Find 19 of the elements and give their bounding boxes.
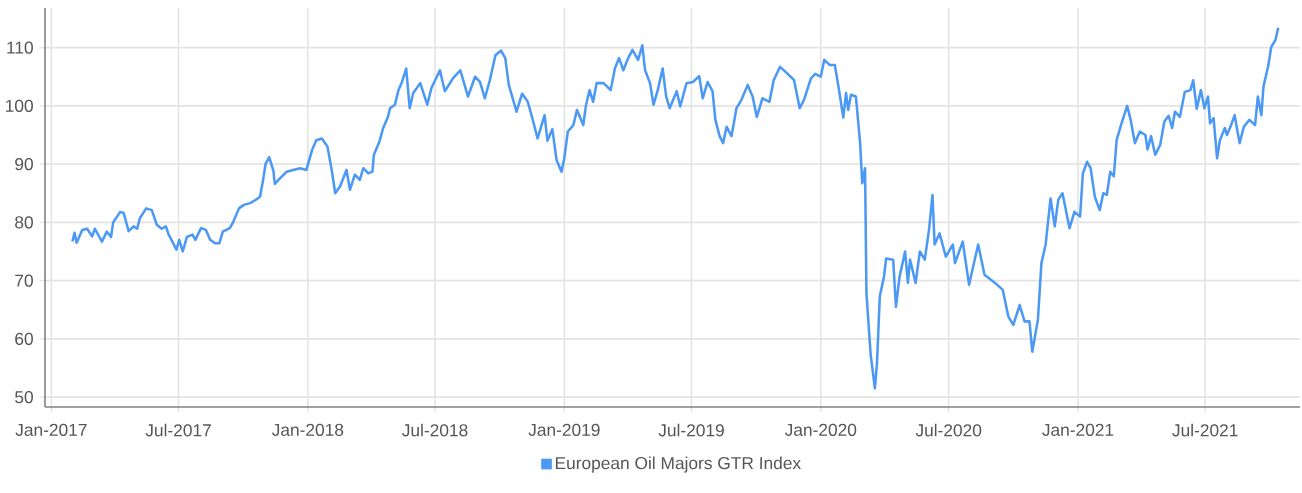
y-tick-label: 50 xyxy=(15,390,33,404)
x-tick-label: Jul-2021 xyxy=(1172,423,1238,437)
x-tick-label: Jul-2018 xyxy=(402,423,468,437)
x-tick-label: Jul-2019 xyxy=(658,423,724,437)
line-series xyxy=(71,26,1280,390)
y-tick-label: 70 xyxy=(15,274,33,287)
y-tick-label: 110 xyxy=(7,41,33,54)
x-tick-label: Jan-2020 xyxy=(784,423,857,436)
x-tick-label: Jan-2017 xyxy=(15,423,87,436)
x-tick-label: Jan-2021 xyxy=(1042,423,1114,436)
y-tick-label: 100 xyxy=(6,99,33,112)
y-tick-label: 90 xyxy=(15,157,33,171)
x-tick-label: Jan-2019 xyxy=(528,423,600,436)
y-tick-label: 60 xyxy=(15,332,33,345)
x-tick-label: Jul-2017 xyxy=(145,423,211,437)
legend-label: European Oil Majors GTR Index xyxy=(555,456,801,473)
x-tick-label: Jul-2020 xyxy=(915,423,982,437)
x-tick-label: Jan-2018 xyxy=(271,423,344,436)
y-tick-label: 80 xyxy=(15,216,33,229)
